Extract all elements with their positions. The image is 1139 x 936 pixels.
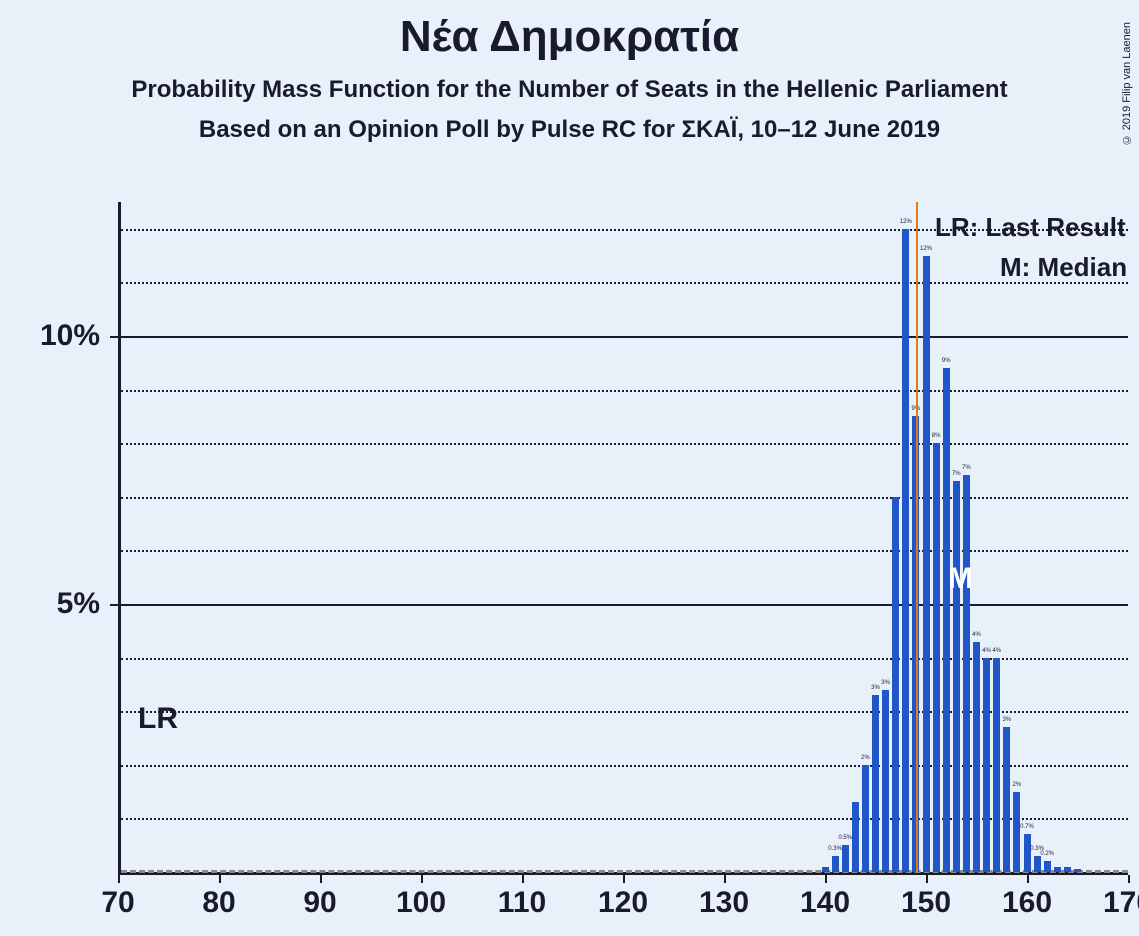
x-axis-tick — [825, 875, 827, 883]
bar-value-label: 2% — [861, 755, 870, 761]
x-axis-label: 150 — [901, 886, 951, 920]
chart-title: Νέα Δημοκρατία — [0, 12, 1139, 62]
x-axis-tick — [623, 875, 625, 883]
bar-value-label: 0.7% — [1020, 824, 1034, 830]
gridline-minor — [121, 282, 1128, 284]
bar — [892, 497, 899, 872]
bar-value-label: 12% — [920, 246, 932, 252]
x-axis-tick — [724, 875, 726, 883]
bar — [983, 658, 990, 872]
bar-value-label: 0.3% — [828, 846, 842, 852]
bar — [1074, 869, 1081, 872]
bar — [953, 481, 960, 872]
bar — [842, 845, 849, 872]
bar — [1013, 792, 1020, 872]
bar-value-label: 0.2% — [1040, 851, 1054, 857]
y-axis-tick — [110, 604, 118, 606]
bar — [923, 256, 930, 872]
x-axis-tick — [320, 875, 322, 883]
bar — [882, 690, 889, 872]
bar-value-label: 4% — [992, 648, 1001, 654]
bar — [933, 443, 940, 872]
bar-value-label: 0.5% — [838, 835, 852, 841]
y-axis-label: 5% — [57, 587, 100, 621]
x-axis-label: 160 — [1002, 886, 1052, 920]
bar — [1034, 856, 1041, 872]
gridline-minor — [121, 443, 1128, 445]
chart-subtitle-2: Based on an Opinion Poll by Pulse RC for… — [0, 116, 1139, 144]
x-axis-tick — [118, 875, 120, 883]
x-axis-tick — [926, 875, 928, 883]
bar-value-label: 8% — [932, 433, 941, 439]
bar — [1003, 727, 1010, 872]
bar-value-label: 3% — [871, 685, 880, 691]
x-axis-label: 120 — [598, 886, 648, 920]
bar-value-label: 9% — [942, 358, 951, 364]
bar — [1024, 834, 1031, 872]
bar-value-label: 3% — [1002, 717, 1011, 723]
median-line — [916, 202, 918, 872]
bar-value-label: 4% — [972, 632, 981, 638]
bar — [862, 765, 869, 872]
x-axis-label: 100 — [396, 886, 446, 920]
bar-value-label: 7% — [962, 465, 971, 471]
y-axis-label: 10% — [40, 319, 100, 353]
x-axis-tick — [1027, 875, 1029, 883]
m-label: M — [948, 562, 973, 596]
bar — [1054, 867, 1061, 872]
x-axis-label: 70 — [101, 886, 134, 920]
lr-label: LR — [138, 702, 178, 736]
bar-value-label: 4% — [982, 648, 991, 654]
x-axis-tick — [219, 875, 221, 883]
bar — [852, 802, 859, 872]
bar — [973, 642, 980, 872]
chart-plot-area: 5%10%7080901001101201301401501601700.3%0… — [118, 202, 1128, 872]
bar — [963, 475, 970, 872]
bar — [943, 368, 950, 872]
bar — [872, 695, 879, 872]
legend-lr: LR: Last Result — [935, 212, 1126, 243]
bar — [822, 867, 829, 872]
bar-value-label: 3% — [881, 680, 890, 686]
y-axis-tick — [110, 336, 118, 338]
bar — [1064, 867, 1071, 872]
bar-value-label: 12% — [900, 219, 912, 225]
copyright-text: © 2019 Filip van Laenen — [1121, 22, 1133, 145]
x-axis-tick — [522, 875, 524, 883]
x-axis-tick — [421, 875, 423, 883]
bar — [902, 229, 909, 872]
gridline-minor — [121, 390, 1128, 392]
bar — [832, 856, 839, 872]
bar — [1044, 861, 1051, 872]
legend-m: M: Median — [1000, 252, 1127, 283]
bar-value-label: 7% — [952, 471, 961, 477]
x-axis-label: 130 — [699, 886, 749, 920]
chart-subtitle-1: Probability Mass Function for the Number… — [0, 76, 1139, 104]
x-axis-tick — [1128, 875, 1130, 883]
x-axis-label: 140 — [800, 886, 850, 920]
x-axis-label: 110 — [498, 886, 546, 920]
x-axis-label: 80 — [202, 886, 235, 920]
bar — [993, 658, 1000, 872]
bar-value-label: 2% — [1013, 782, 1022, 788]
x-axis-label: 170 — [1103, 886, 1139, 920]
gridline-major — [121, 336, 1128, 338]
gridline-minor — [121, 497, 1128, 499]
x-axis-label: 90 — [303, 886, 336, 920]
gridline-major — [121, 604, 1128, 606]
y-axis-line — [118, 202, 121, 872]
gridline-minor — [121, 550, 1128, 552]
